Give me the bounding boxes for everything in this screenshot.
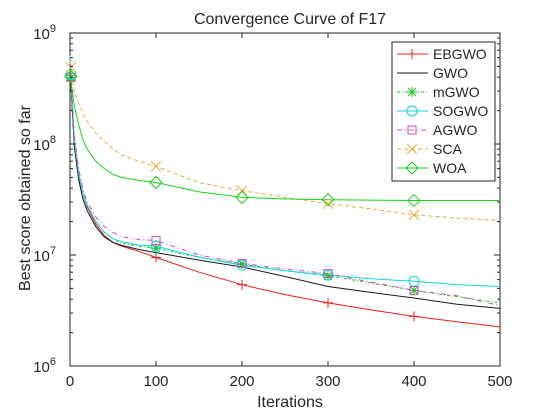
series-marker-mgwo: [323, 270, 333, 281]
legend-label-gwo: GWO: [433, 65, 468, 81]
x-tick-label: 0: [66, 373, 74, 390]
series-marker-sca: [408, 209, 420, 221]
series-line-sogwo: [69, 55, 501, 287]
x-tick-label: 300: [315, 373, 340, 390]
x-axis-ticks: 0 100 200 300 400 500: [66, 33, 513, 390]
series-marker-woa: [407, 193, 421, 208]
legend-label-sca: SCA: [433, 141, 462, 157]
legend-label-ebgwo: EBGWO: [433, 46, 487, 62]
legend-marker-sogwo: [406, 105, 418, 117]
legend-marker-ebgwo: [407, 49, 417, 59]
y-tick-label: 109: [33, 23, 56, 43]
series-marker-woa: [64, 69, 78, 84]
series-marker-sca: [65, 62, 77, 73]
legend-label-agwo: AGWO: [433, 122, 477, 138]
legend-label-woa: WOA: [433, 160, 467, 176]
y-axis-ticks: 106 107 108 109: [33, 23, 500, 376]
plot-markers: [64, 62, 421, 322]
series-marker-sogwo: [236, 259, 248, 271]
series-marker-woa: [321, 192, 335, 207]
series-marker-woa: [235, 190, 249, 205]
series-line-agwo: [69, 63, 501, 307]
legend-marker-sca: [406, 143, 418, 155]
x-tick-label: 100: [143, 373, 168, 390]
x-axis-label: Iterations: [257, 394, 323, 411]
series-marker-sca: [322, 198, 334, 210]
y-tick-label: 108: [33, 134, 56, 154]
legend-label-mgwo: mGWO: [433, 84, 480, 100]
series-marker-sogwo: [65, 68, 77, 80]
series-marker-mgwo: [151, 243, 161, 254]
series-marker-sca: [150, 160, 162, 172]
series-line-woa: [69, 66, 500, 201]
series-marker-agwo: [409, 285, 419, 295]
legend-label-sogwo: SOGWO: [433, 103, 488, 119]
y-axis-label: Best score obtained so far: [17, 104, 34, 291]
legend-marker-mgwo: [407, 87, 417, 97]
legend-marker-woa: [405, 161, 419, 175]
x-tick-label: 200: [229, 373, 254, 390]
series-marker-ebgwo: [409, 311, 419, 322]
chart-title: Convergence Curve of F17: [194, 11, 386, 28]
legend: EBGWO GWO mGWO SOGWO AGWO SCA WOA: [391, 41, 496, 182]
x-tick-label: 500: [487, 373, 512, 390]
series-marker-agwo: [237, 258, 247, 268]
series-marker-agwo: [66, 72, 76, 82]
series-marker-sca: [236, 185, 248, 196]
series-marker-sogwo: [150, 240, 162, 252]
series-line-sca: [69, 60, 501, 221]
series-marker-agwo: [323, 269, 333, 279]
series-marker-ebgwo: [151, 252, 161, 263]
legend-marker-agwo: [407, 125, 417, 135]
series-line-ebgwo: [69, 61, 501, 328]
y-tick-label: 107: [33, 245, 56, 265]
series-marker-ebgwo: [237, 279, 247, 290]
series-marker-ebgwo: [323, 297, 333, 308]
plot-lines: [69, 55, 501, 328]
series-marker-mgwo: [237, 258, 247, 269]
series-line-gwo: [69, 57, 501, 309]
series-marker-woa: [149, 175, 163, 190]
x-tick-label: 400: [401, 373, 426, 390]
series-marker-mgwo: [409, 285, 419, 296]
series-marker-agwo: [151, 236, 161, 246]
y-tick-label: 106: [33, 356, 56, 376]
